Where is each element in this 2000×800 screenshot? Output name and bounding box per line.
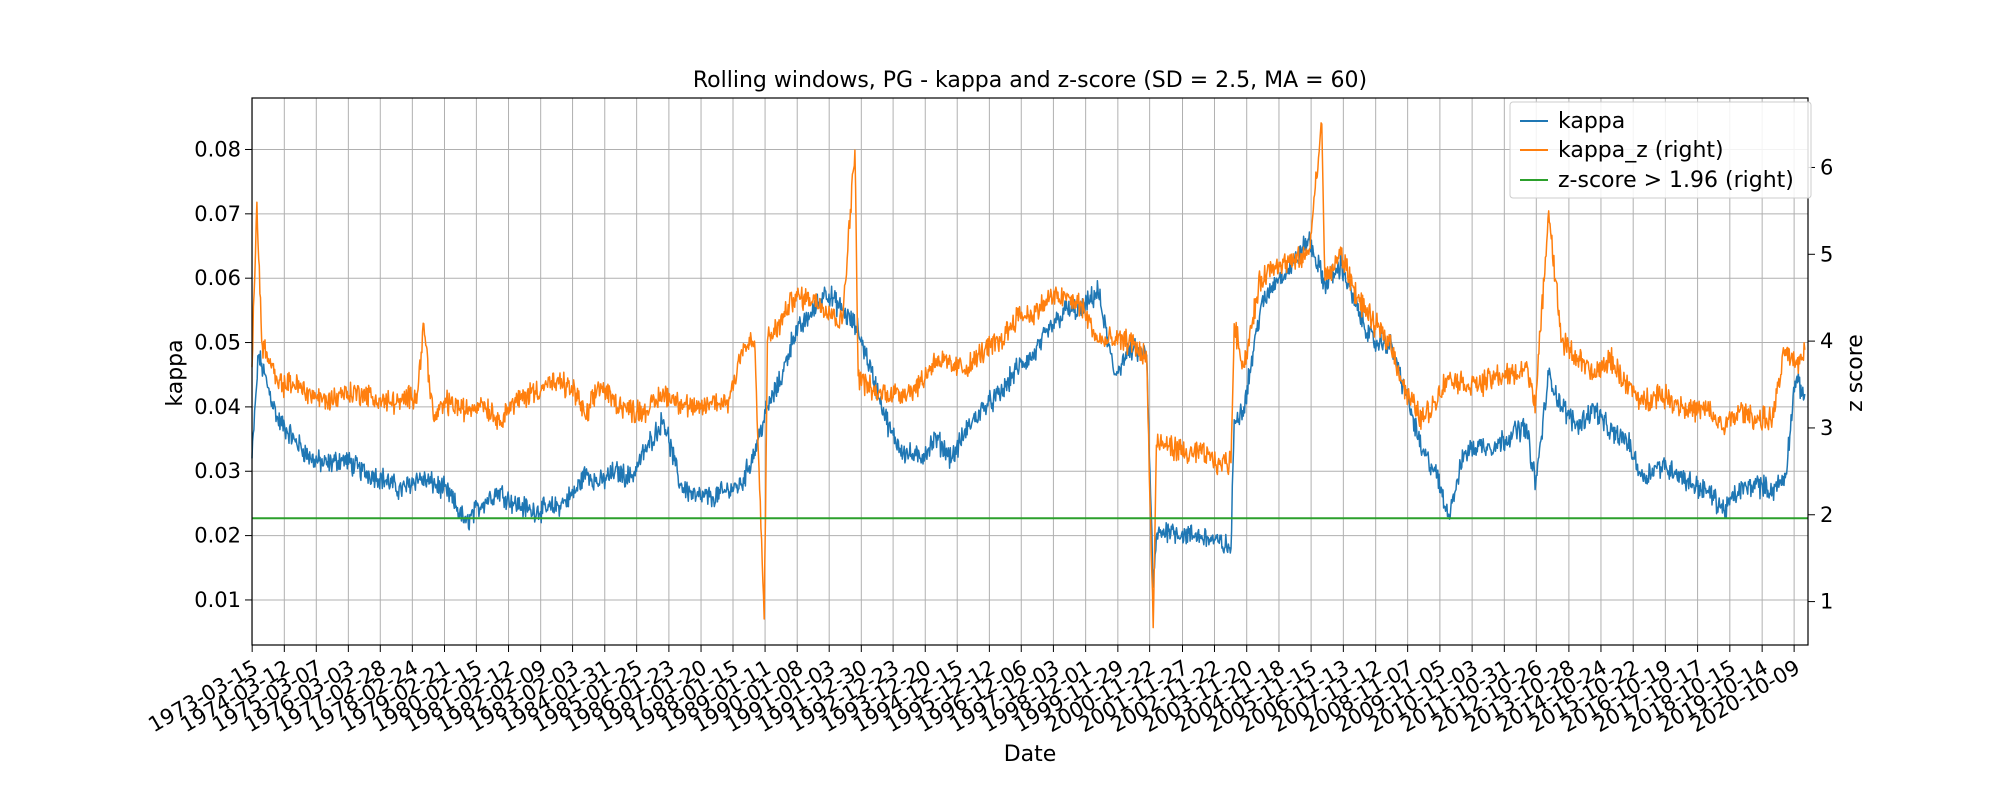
y-axis-right-title: z score	[1843, 334, 1868, 412]
legend-label-kappa-z: kappa_z (right)	[1558, 138, 1724, 163]
series-kappa-z-line	[251, 122, 1806, 629]
y-right-tick-label: 1	[1820, 590, 1833, 614]
y-right-tick-label: 5	[1820, 242, 1833, 266]
y-right-tick-label: 2	[1820, 503, 1833, 527]
x-axis-title: Date	[1004, 742, 1057, 767]
y-right-tick-label: 6	[1820, 155, 1833, 179]
y-left-tick-label: 0.03	[194, 459, 241, 483]
legend-label-threshold: z-score > 1.96 (right)	[1558, 168, 1794, 193]
series-kappa-line	[251, 231, 1806, 588]
legend-label-kappa: kappa	[1558, 109, 1625, 134]
plot-frame	[251, 97, 1809, 646]
y-left-tick-label: 0.04	[194, 395, 241, 419]
right-axis: 1 2 3 4 5 6	[1808, 155, 1833, 614]
y-left-tick-label: 0.06	[194, 266, 241, 290]
x-axis: 1973-03-151974-03-121975-03-071976-03-03…	[144, 645, 1804, 737]
y-left-tick-label: 0.08	[194, 137, 241, 161]
y-left-tick-label: 0.07	[194, 202, 241, 226]
y-axis-left-title: kappa	[163, 339, 188, 406]
y-right-tick-label: 3	[1820, 416, 1833, 440]
y-left-tick-label: 0.01	[194, 588, 241, 612]
grid	[251, 98, 1808, 645]
chart-title: Rolling windows, PG - kappa and z-score …	[693, 68, 1367, 93]
y-left-tick-label: 0.02	[194, 524, 241, 548]
left-axis: 0.01 0.02 0.03 0.04 0.05 0.06 0.07 0.08	[194, 137, 252, 612]
plot-series	[251, 122, 1808, 629]
legend: kappa kappa_z (right) z-score > 1.96 (ri…	[1509, 101, 1812, 199]
y-left-tick-label: 0.05	[194, 331, 241, 355]
legend-box	[1509, 101, 1812, 199]
y-right-tick-label: 4	[1820, 329, 1833, 353]
